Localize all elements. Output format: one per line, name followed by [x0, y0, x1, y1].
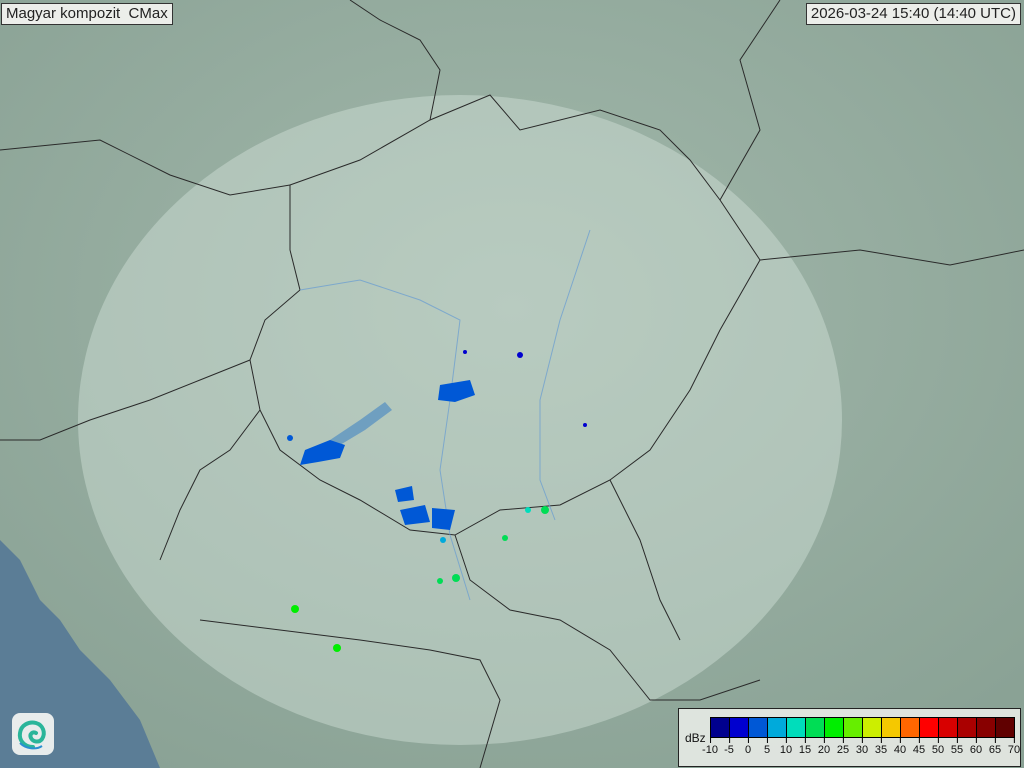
legend-tick-label: 0 — [745, 738, 751, 756]
legend-swatch — [863, 718, 882, 737]
lake-balaton — [330, 402, 392, 448]
legend-tick-label: 70 — [1008, 738, 1020, 756]
legend-tick-label: 40 — [894, 738, 906, 756]
swirl-logo-icon — [12, 713, 54, 755]
legend-tick-label: 5 — [764, 738, 770, 756]
legend-swatch — [958, 718, 977, 737]
legend-tick-label: -5 — [724, 738, 734, 756]
legend-tick-label: 55 — [951, 738, 963, 756]
legend-swatch — [825, 718, 844, 737]
legend-swatch — [768, 718, 787, 737]
legend-tick-label: 50 — [932, 738, 944, 756]
legend-color-bar — [710, 717, 1015, 738]
legend-tick-label: 30 — [856, 738, 868, 756]
adriatic-sea — [0, 540, 160, 768]
legend-swatch — [882, 718, 901, 737]
radar-echoes — [287, 350, 587, 652]
legend-unit: dBz — [685, 731, 706, 745]
legend-swatch — [844, 718, 863, 737]
legend-swatch — [977, 718, 996, 737]
dbz-color-legend: dBz -10 -5 0 5 10 15 20 25 30 35 40 45 50 55 60 65 70 — [678, 708, 1021, 767]
legend-swatch — [787, 718, 806, 737]
legend-swatch — [749, 718, 768, 737]
legend-tick-label: 60 — [970, 738, 982, 756]
legend-swatch — [730, 718, 749, 737]
legend-swatch — [806, 718, 825, 737]
legend-ticks: -10 -5 0 5 10 15 20 25 30 35 40 45 50 55 60 65 70 — [702, 738, 1020, 762]
legend-tick-label: 65 — [989, 738, 1001, 756]
legend-tick-label: 35 — [875, 738, 887, 756]
legend-tick-label: 20 — [818, 738, 830, 756]
legend-swatch — [939, 718, 958, 737]
radar-coverage-area — [78, 95, 842, 745]
legend-tick-label: 45 — [913, 738, 925, 756]
timestamp-label: 2026-03-24 15:40 (14:40 UTC) — [805, 3, 1021, 25]
legend-tick-label: 15 — [799, 738, 811, 756]
map-title: Magyar kompozit CMax — [1, 3, 173, 25]
legend-swatch — [901, 718, 920, 737]
legend-swatch — [920, 718, 939, 737]
legend-swatch — [711, 718, 730, 737]
legend-swatch — [996, 718, 1014, 737]
legend-tick-label: 25 — [837, 738, 849, 756]
legend-tick-label: 10 — [780, 738, 792, 756]
legend-tick-label: -10 — [702, 738, 718, 756]
